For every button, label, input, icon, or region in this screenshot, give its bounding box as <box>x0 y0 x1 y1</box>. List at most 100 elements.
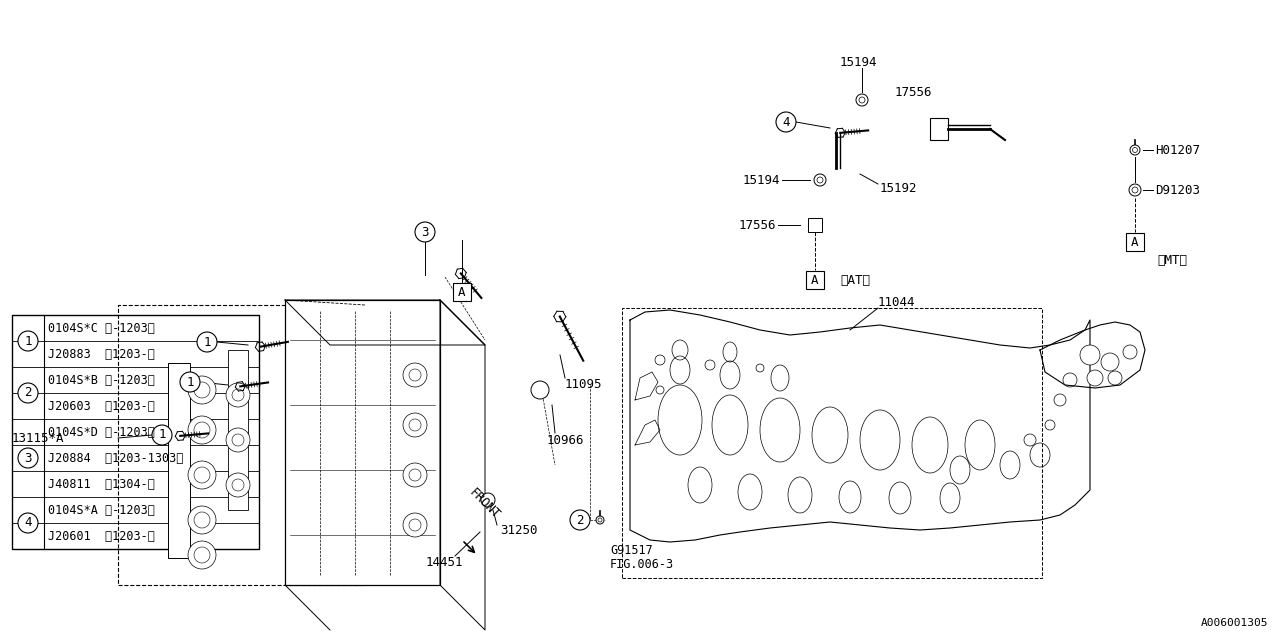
Circle shape <box>1062 373 1076 387</box>
Text: 4: 4 <box>24 516 32 529</box>
Bar <box>806 271 824 289</box>
Circle shape <box>227 428 250 452</box>
Text: G91517: G91517 <box>611 543 653 557</box>
Text: D91203: D91203 <box>1155 184 1201 196</box>
Circle shape <box>195 547 210 563</box>
Circle shape <box>817 177 823 183</box>
Circle shape <box>195 382 210 398</box>
Bar <box>1126 233 1144 251</box>
Circle shape <box>1132 187 1138 193</box>
Circle shape <box>598 518 602 522</box>
Circle shape <box>232 479 244 491</box>
Circle shape <box>18 513 38 533</box>
Circle shape <box>856 94 868 106</box>
Text: 〈MT〉: 〈MT〉 <box>1157 253 1187 266</box>
Circle shape <box>1130 145 1140 155</box>
Circle shape <box>596 516 604 524</box>
Text: 11044: 11044 <box>878 296 915 308</box>
Text: 31250: 31250 <box>500 524 538 536</box>
Circle shape <box>227 383 250 407</box>
Text: 15194: 15194 <box>840 56 878 68</box>
Circle shape <box>859 97 865 103</box>
Circle shape <box>1123 345 1137 359</box>
Circle shape <box>18 448 38 468</box>
Text: FIG.006-3: FIG.006-3 <box>611 559 675 572</box>
Bar <box>228 350 248 510</box>
Polygon shape <box>285 300 485 345</box>
Circle shape <box>188 376 216 404</box>
Circle shape <box>657 386 664 394</box>
Bar <box>168 363 189 558</box>
Bar <box>453 283 471 301</box>
Text: J40811  〈1304-〉: J40811 〈1304-〉 <box>49 477 155 490</box>
Circle shape <box>403 463 428 487</box>
Circle shape <box>410 519 421 531</box>
Text: 15192: 15192 <box>881 182 918 195</box>
Text: A: A <box>812 273 819 287</box>
Circle shape <box>410 419 421 431</box>
Circle shape <box>232 389 244 401</box>
Text: 1: 1 <box>187 376 193 388</box>
Bar <box>808 218 822 232</box>
Bar <box>118 305 365 585</box>
Text: 13115*A: 13115*A <box>12 431 64 445</box>
Text: 0104S*D 〈-1203〉: 0104S*D 〈-1203〉 <box>49 426 155 438</box>
Text: J20601  〈1203-〉: J20601 〈1203-〉 <box>49 529 155 543</box>
Text: 15194: 15194 <box>742 173 780 186</box>
Circle shape <box>1087 370 1103 386</box>
Text: A: A <box>458 285 466 298</box>
Text: 1: 1 <box>204 335 211 349</box>
Text: FRONT: FRONT <box>467 486 503 522</box>
Circle shape <box>1101 353 1119 371</box>
Circle shape <box>152 425 172 445</box>
Text: 17556: 17556 <box>895 86 933 99</box>
Text: 2: 2 <box>576 513 584 527</box>
Text: 10966: 10966 <box>547 433 585 447</box>
Circle shape <box>1080 345 1100 365</box>
Circle shape <box>1024 434 1036 446</box>
Text: 0104S*A 〈-1203〉: 0104S*A 〈-1203〉 <box>49 504 155 516</box>
Circle shape <box>188 461 216 489</box>
Text: 4: 4 <box>782 115 790 129</box>
Circle shape <box>403 513 428 537</box>
Bar <box>622 308 1042 578</box>
Circle shape <box>1129 184 1140 196</box>
Circle shape <box>410 469 421 481</box>
Circle shape <box>570 510 590 530</box>
Text: J20603  〈1203-〉: J20603 〈1203-〉 <box>49 399 155 413</box>
Text: 3: 3 <box>24 451 32 465</box>
Circle shape <box>197 332 218 352</box>
Circle shape <box>227 473 250 497</box>
Text: 2: 2 <box>24 387 32 399</box>
Circle shape <box>415 222 435 242</box>
Circle shape <box>188 416 216 444</box>
Circle shape <box>1133 147 1138 152</box>
Text: 0104S*B 〈-1203〉: 0104S*B 〈-1203〉 <box>49 374 155 387</box>
Text: 14451: 14451 <box>426 556 463 568</box>
Circle shape <box>18 331 38 351</box>
Text: 11095: 11095 <box>564 378 603 392</box>
Circle shape <box>1108 371 1123 385</box>
Circle shape <box>481 493 495 507</box>
Text: 〈AT〉: 〈AT〉 <box>840 273 870 287</box>
Circle shape <box>195 422 210 438</box>
Text: A006001305: A006001305 <box>1201 618 1268 628</box>
Text: J20884  〈1203-1303〉: J20884 〈1203-1303〉 <box>49 451 183 465</box>
Text: J20883  〈1203-〉: J20883 〈1203-〉 <box>49 348 155 360</box>
Bar <box>285 300 440 585</box>
Text: 3: 3 <box>421 225 429 239</box>
Circle shape <box>188 506 216 534</box>
Text: 1: 1 <box>159 429 165 442</box>
Circle shape <box>403 413 428 437</box>
Circle shape <box>776 112 796 132</box>
Circle shape <box>531 381 549 399</box>
Bar <box>931 118 948 140</box>
Circle shape <box>410 369 421 381</box>
Circle shape <box>188 541 216 569</box>
Text: H01207: H01207 <box>1155 143 1201 157</box>
Circle shape <box>403 363 428 387</box>
Circle shape <box>814 174 826 186</box>
Circle shape <box>756 364 764 372</box>
Circle shape <box>18 383 38 403</box>
Text: 17556: 17556 <box>739 218 776 232</box>
